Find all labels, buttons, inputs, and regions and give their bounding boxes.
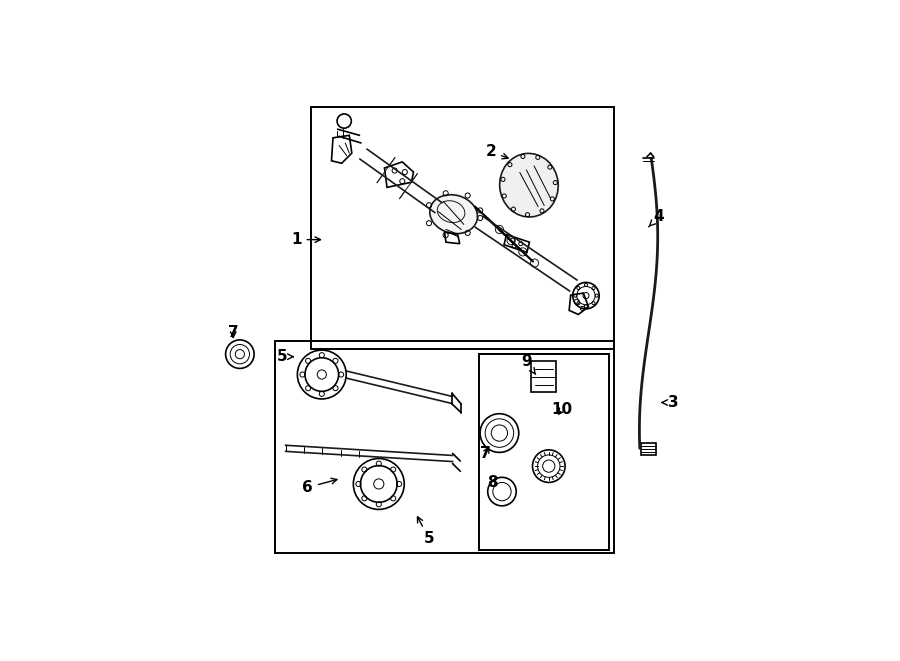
Circle shape xyxy=(518,248,526,256)
Bar xyxy=(479,354,609,550)
Text: 2: 2 xyxy=(485,144,508,159)
Circle shape xyxy=(507,237,515,245)
Circle shape xyxy=(530,259,538,267)
Text: 5: 5 xyxy=(277,349,293,364)
Bar xyxy=(311,107,614,349)
Bar xyxy=(275,342,614,553)
Text: 3: 3 xyxy=(662,395,679,410)
Text: 10: 10 xyxy=(552,402,572,416)
Circle shape xyxy=(495,225,503,233)
Text: 7: 7 xyxy=(481,446,491,461)
Ellipse shape xyxy=(429,195,478,234)
Bar xyxy=(531,361,556,393)
Text: 9: 9 xyxy=(521,354,535,374)
Text: 1: 1 xyxy=(291,232,320,247)
Bar xyxy=(642,444,656,455)
Text: 4: 4 xyxy=(649,210,664,227)
Ellipse shape xyxy=(500,153,558,217)
Text: 6: 6 xyxy=(302,479,337,495)
Text: 8: 8 xyxy=(488,475,498,490)
Text: 5: 5 xyxy=(418,517,435,547)
Text: 7: 7 xyxy=(228,325,238,340)
